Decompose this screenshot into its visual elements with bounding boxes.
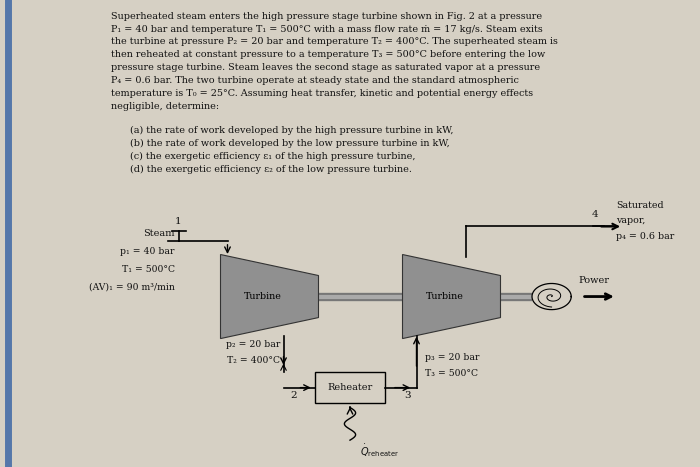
- Text: pressure stage turbine. Steam leaves the second stage as saturated vapor at a pr: pressure stage turbine. Steam leaves the…: [111, 63, 540, 72]
- Text: 3: 3: [405, 391, 411, 400]
- Text: Power: Power: [578, 276, 609, 285]
- Text: 2: 2: [290, 391, 297, 400]
- Text: p₁ = 40 bar: p₁ = 40 bar: [120, 247, 175, 256]
- Text: Turbine: Turbine: [426, 292, 463, 301]
- Text: p₂ = 20 bar: p₂ = 20 bar: [225, 340, 280, 349]
- Text: (b) the rate of work developed by the low pressure turbine in kW,: (b) the rate of work developed by the lo…: [130, 139, 449, 148]
- Text: $\dot{Q}_{\mathrm{reheater}}$: $\dot{Q}_{\mathrm{reheater}}$: [360, 443, 400, 460]
- Text: T₂ = 400°C: T₂ = 400°C: [227, 356, 280, 365]
- Text: T₃ = 500°C: T₃ = 500°C: [425, 369, 478, 378]
- Text: (a) the rate of work developed by the high pressure turbine in kW,: (a) the rate of work developed by the hi…: [130, 126, 453, 135]
- Text: p₃ = 20 bar: p₃ = 20 bar: [425, 353, 480, 362]
- Text: p₄ = 0.6 bar: p₄ = 0.6 bar: [616, 232, 674, 241]
- Polygon shape: [402, 255, 500, 339]
- Text: (d) the exergetic efficiency ε₂ of the low pressure turbine.: (d) the exergetic efficiency ε₂ of the l…: [130, 164, 412, 174]
- Text: Turbine: Turbine: [244, 292, 281, 301]
- Text: 1: 1: [175, 217, 182, 226]
- Text: (c) the exergetic efficiency ε₁ of the high pressure turbine,: (c) the exergetic efficiency ε₁ of the h…: [130, 152, 415, 161]
- Text: (AV)₁ = 90 m³/min: (AV)₁ = 90 m³/min: [89, 283, 175, 291]
- Text: negligible, determine:: negligible, determine:: [111, 101, 218, 111]
- Text: T₁ = 500°C: T₁ = 500°C: [122, 265, 175, 274]
- Text: temperature is T₀ = 25°C. Assuming heat transfer, kinetic and potential energy e: temperature is T₀ = 25°C. Assuming heat …: [111, 89, 533, 98]
- Polygon shape: [220, 255, 318, 339]
- Text: then reheated at constant pressure to a temperature T₃ = 500°C before entering t: then reheated at constant pressure to a …: [111, 50, 545, 59]
- Text: vapor,: vapor,: [616, 216, 645, 225]
- Text: the turbine at pressure P₂ = 20 bar and temperature T₂ = 400°C. The superheated : the turbine at pressure P₂ = 20 bar and …: [111, 37, 557, 46]
- Text: Reheater: Reheater: [328, 383, 372, 392]
- Text: P₁ = 40 bar and temperature T₁ = 500°C with a mass flow rate ṁ = 17 kg/s. Steam : P₁ = 40 bar and temperature T₁ = 500°C w…: [111, 24, 542, 34]
- Text: P₄ = 0.6 bar. The two turbine operate at steady state and the standard atmospher: P₄ = 0.6 bar. The two turbine operate at…: [111, 76, 519, 85]
- FancyBboxPatch shape: [315, 373, 385, 403]
- Text: Superheated steam enters the high pressure stage turbine shown in Fig. 2 at a pr: Superheated steam enters the high pressu…: [111, 12, 542, 21]
- Text: 4: 4: [592, 211, 598, 219]
- Text: Steam: Steam: [144, 229, 175, 238]
- Text: Saturated: Saturated: [616, 201, 664, 210]
